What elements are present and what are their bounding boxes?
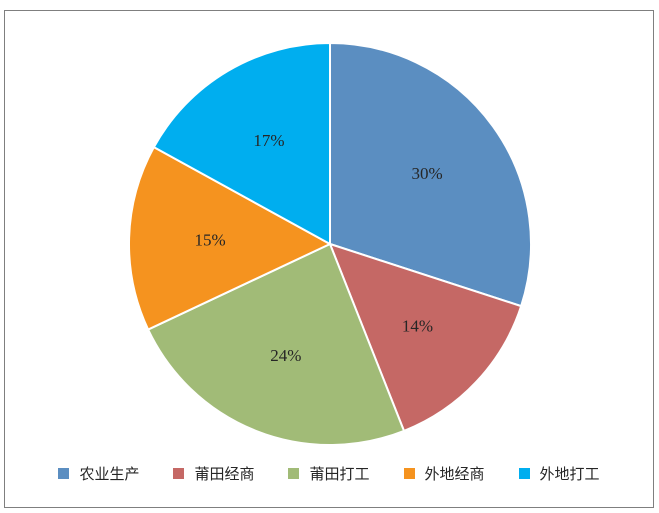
- pie-slice-1: [329, 41, 532, 308]
- legend-swatch-3: [288, 468, 300, 479]
- chart-frame: 30% 14% 24% 15% 17% 农业生产 莆田经商 莆田打工 外地经商 外地打工: [4, 10, 654, 508]
- legend-swatch-5: [518, 468, 530, 479]
- legend-item-4: 外地经商: [403, 463, 485, 484]
- slice-label-4: 15%: [194, 231, 225, 250]
- slice-label-1: 30%: [411, 164, 442, 183]
- legend-label-1: 农业生产: [79, 465, 140, 483]
- legend-item-3: 莆田打工: [288, 463, 370, 484]
- legend-swatch-2: [173, 468, 185, 479]
- pie-slice-4: [128, 145, 333, 331]
- legend-label-5: 外地打工: [539, 465, 600, 483]
- pie-chart: 30% 14% 24% 15% 17%: [128, 41, 532, 446]
- pie-slice-3: [146, 242, 406, 446]
- slice-label-2: 14%: [402, 317, 433, 336]
- legend-item-5: 外地打工: [518, 463, 600, 484]
- pie-slice-2: [328, 242, 523, 433]
- slice-label-5: 17%: [253, 131, 284, 150]
- legend-item-1: 农业生产: [58, 463, 139, 484]
- legend-label-3: 莆田打工: [309, 465, 370, 483]
- legend-label-4: 外地经商: [424, 465, 485, 483]
- legend-label-2: 莆田经商: [194, 465, 255, 483]
- slice-label-3: 24%: [270, 346, 301, 365]
- pie-slice-5: [152, 41, 331, 246]
- legend-swatch-1: [58, 468, 70, 479]
- legend-swatch-4: [403, 468, 415, 479]
- legend-item-2: 莆田经商: [173, 463, 254, 484]
- legend: 农业生产 莆田经商 莆田打工 外地经商 外地打工: [5, 463, 653, 484]
